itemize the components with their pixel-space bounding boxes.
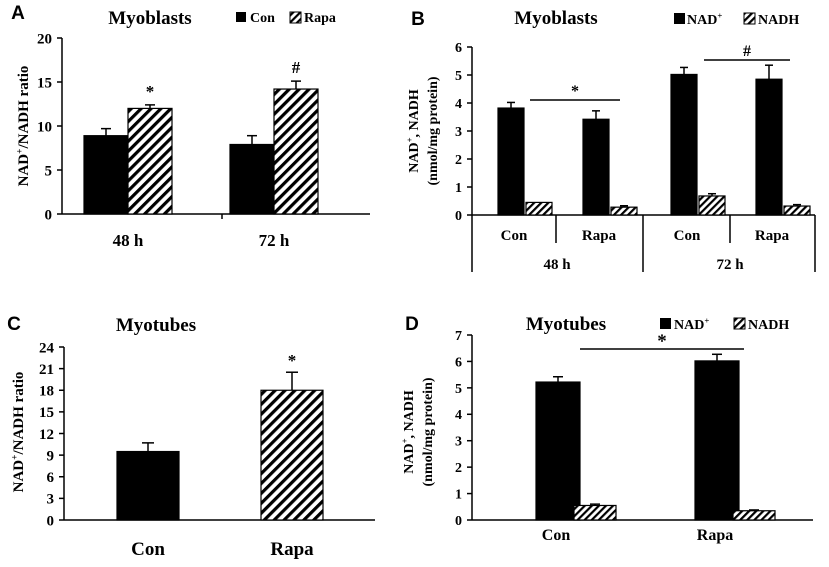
panel-d-x-label: Con bbox=[542, 527, 571, 544]
panel-b-y-tick-label: 0 bbox=[455, 209, 462, 224]
bar-nad-0 bbox=[535, 381, 581, 521]
panel-c-ylabel: NAD+​/NADH ratio bbox=[10, 372, 27, 493]
panel-b-annotation: * bbox=[571, 83, 579, 100]
bar-ratio-1 bbox=[260, 389, 324, 521]
panel-d-y-tick-label: 3 bbox=[455, 435, 462, 450]
bar-nad-1 bbox=[582, 118, 610, 216]
panel-c-x-label: Rapa bbox=[270, 539, 314, 560]
panel-b: B Myoblasts NAD+​ NADH 0 1 2 3 4 5 6 NAD+​, NADH (nm… bbox=[405, 8, 816, 273]
legend-nad-swatch bbox=[674, 13, 685, 24]
panel-a-y-tick-label: 0 bbox=[45, 207, 53, 223]
panel-b-x-label: Con bbox=[501, 228, 528, 244]
panel-b-y-tick-label: 5 bbox=[455, 69, 462, 84]
panel-b-group-label: 72 h bbox=[716, 257, 744, 273]
legend-nad-swatch bbox=[660, 318, 671, 329]
panel-a-y-tick-label: 5 bbox=[45, 163, 53, 179]
panel-c-annotation: * bbox=[288, 351, 297, 370]
panel-d-ylabel-line2: (nmol/mg protein) bbox=[421, 377, 436, 486]
panel-d-letter: D bbox=[405, 314, 419, 335]
panel-c-y-tick-label: 18 bbox=[39, 384, 54, 400]
legend-rapa-label: Rapa bbox=[304, 11, 336, 26]
bar-nadh-0 bbox=[573, 504, 617, 521]
panel-b-ylabel-line2: (nmol/mg protein) bbox=[426, 76, 441, 185]
bar-rapa-1 bbox=[273, 88, 319, 215]
panel-c: C Myotubes 0 3 6 9 12 15 18 21 24 NAD+​/NADH ratio C… bbox=[7, 314, 375, 560]
bar-nad-3 bbox=[755, 78, 783, 216]
bar-nad-2 bbox=[670, 73, 698, 216]
panel-c-x-label: Con bbox=[131, 539, 165, 560]
panel-c-y-tick-label: 24 bbox=[39, 340, 55, 356]
panel-b-y-tick-label: 1 bbox=[455, 181, 462, 196]
panel-d-ylabel-line1: NAD+​, NADH bbox=[400, 390, 417, 474]
legend-nad-label: NAD+​ bbox=[674, 316, 709, 333]
bar-nadh-1 bbox=[610, 206, 638, 216]
panel-d-title: Myotubes bbox=[526, 314, 606, 335]
bar-nad-0 bbox=[497, 107, 525, 216]
bar-rapa-0 bbox=[127, 107, 173, 215]
panel-c-y-tick-label: 15 bbox=[39, 405, 54, 421]
legend-rapa-swatch bbox=[289, 11, 302, 24]
panel-a-title: Myoblasts bbox=[108, 8, 191, 29]
panel-a-letter: A bbox=[11, 3, 25, 24]
panel-a: A Myoblasts Con Rapa 0 5 10 15 20 NAD+​/NADH rati… bbox=[11, 3, 370, 250]
panel-b-annotation: # bbox=[743, 43, 751, 60]
legend-nad-label: NAD+​ bbox=[687, 11, 722, 28]
panel-c-letter: C bbox=[7, 314, 21, 335]
panel-a-y-tick-label: 10 bbox=[37, 119, 52, 135]
panel-d-x-label: Rapa bbox=[697, 527, 733, 544]
panel-a-y-tick-label: 15 bbox=[37, 75, 52, 91]
panel-a-annotation: # bbox=[292, 58, 301, 77]
bar-con-1 bbox=[229, 143, 275, 215]
panel-d-y-tick-label: 6 bbox=[455, 355, 462, 370]
panel-c-y-tick-label: 12 bbox=[39, 427, 54, 443]
panel-d-y-tick-label: 0 bbox=[455, 514, 462, 529]
panel-c-y-tick-label: 9 bbox=[47, 448, 55, 464]
legend-con-label: Con bbox=[250, 11, 275, 26]
panel-a-ylabel: NAD+​/NADH ratio bbox=[15, 66, 32, 187]
legend-con-swatch bbox=[236, 12, 246, 22]
panel-b-title: Myoblasts bbox=[514, 8, 597, 29]
panel-c-y-tick-label: 0 bbox=[47, 513, 55, 529]
panel-d-y-tick-label: 1 bbox=[455, 487, 462, 502]
panel-b-y-tick-label: 6 bbox=[455, 41, 462, 56]
panel-c-y-tick-label: 3 bbox=[47, 492, 55, 508]
panel-d-annotation: * bbox=[657, 331, 667, 352]
panel-a-annotation: * bbox=[146, 82, 155, 101]
panel-b-x-label: Rapa bbox=[755, 228, 790, 244]
panel-a-x-label: 72 h bbox=[259, 231, 290, 250]
legend-nadh-swatch bbox=[733, 317, 746, 330]
bar-nadh-3 bbox=[783, 205, 811, 216]
panel-b-y-tick-label: 3 bbox=[455, 125, 462, 140]
legend-nadh-swatch bbox=[743, 12, 756, 25]
panel-b-x-label: Rapa bbox=[582, 228, 617, 244]
panel-d-y-tick-label: 5 bbox=[455, 382, 462, 397]
panel-d-y-tick-label: 7 bbox=[455, 329, 462, 344]
panel-c-title: Myotubes bbox=[116, 315, 196, 336]
legend-nadh-label: NADH bbox=[758, 13, 799, 28]
legend-nadh-label: NADH bbox=[748, 318, 789, 333]
bar-nadh-2 bbox=[698, 195, 726, 216]
panel-b-ylabel-line1: NAD+​, NADH bbox=[405, 89, 422, 173]
panel-d-y-tick-label: 2 bbox=[455, 461, 462, 476]
panel-a-x-label: 48 h bbox=[113, 231, 144, 250]
bar-nadh-0 bbox=[525, 201, 553, 216]
panel-c-y-tick-label: 21 bbox=[39, 362, 54, 378]
panel-b-letter: B bbox=[411, 9, 425, 30]
panel-b-y-tick-label: 2 bbox=[455, 153, 462, 168]
panel-b-y-tick-label: 4 bbox=[455, 97, 462, 112]
panel-c-y-tick-label: 6 bbox=[47, 470, 55, 486]
panel-b-group-label: 48 h bbox=[543, 257, 571, 273]
panel-d: D Myotubes NAD+​ NADH 0 1 2 3 4 5 6 7 NAD+​, NADH (nm… bbox=[400, 314, 813, 544]
panel-d-y-tick-label: 4 bbox=[455, 408, 462, 423]
bar-ratio-0 bbox=[116, 450, 180, 521]
panel-a-y-tick-label: 20 bbox=[37, 31, 52, 47]
bar-nadh-1 bbox=[732, 510, 776, 521]
bar-con-0 bbox=[83, 135, 129, 215]
panel-b-x-label: Con bbox=[674, 228, 701, 244]
bar-nad-1 bbox=[694, 360, 740, 521]
